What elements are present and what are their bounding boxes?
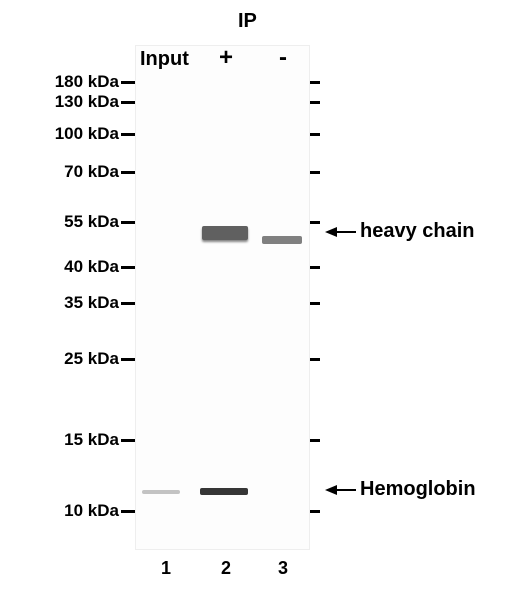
blot-membrane	[135, 45, 310, 550]
marker-tick	[121, 133, 135, 136]
marker-tick-right	[310, 439, 320, 442]
marker-tick	[121, 358, 135, 361]
annotation-label: Hemoglobin	[360, 478, 476, 501]
marker-label: 35 kDa	[64, 293, 119, 313]
marker-label: 100 kDa	[55, 124, 119, 144]
marker-label: 55 kDa	[64, 212, 119, 232]
marker-tick	[121, 510, 135, 513]
marker-tick-right	[310, 101, 320, 104]
lane-header-minus: -	[279, 44, 287, 72]
lane-header-plus: +	[219, 44, 233, 72]
marker-tick	[121, 81, 135, 84]
marker-label: 130 kDa	[55, 92, 119, 112]
marker-tick-right	[310, 358, 320, 361]
marker-tick-right	[310, 302, 320, 305]
lane-number-2: 2	[221, 558, 231, 579]
marker-label: 25 kDa	[64, 349, 119, 369]
marker-tick	[121, 171, 135, 174]
annotation-arrow-line	[335, 489, 356, 491]
protein-band	[202, 226, 248, 240]
marker-tick	[121, 302, 135, 305]
marker-tick-right	[310, 81, 320, 84]
marker-tick-right	[310, 221, 320, 224]
marker-tick-right	[310, 133, 320, 136]
marker-tick-right	[310, 171, 320, 174]
marker-label: 180 kDa	[55, 72, 119, 92]
lane-number-1: 1	[161, 558, 171, 579]
marker-tick-right	[310, 510, 320, 513]
marker-label: 40 kDa	[64, 257, 119, 277]
marker-tick	[121, 439, 135, 442]
marker-tick-right	[310, 266, 320, 269]
marker-label: 10 kDa	[64, 501, 119, 521]
protein-band	[142, 490, 180, 494]
protein-band	[200, 488, 248, 495]
marker-tick	[121, 101, 135, 104]
protein-band	[262, 236, 302, 244]
lane-number-3: 3	[278, 558, 288, 579]
annotation-label: heavy chain	[360, 220, 475, 243]
marker-label: 15 kDa	[64, 430, 119, 450]
ip-header: IP	[238, 10, 257, 33]
marker-label: 70 kDa	[64, 162, 119, 182]
marker-tick	[121, 266, 135, 269]
lane-header-input: Input	[140, 48, 189, 71]
annotation-arrow-line	[335, 231, 356, 233]
marker-tick	[121, 221, 135, 224]
